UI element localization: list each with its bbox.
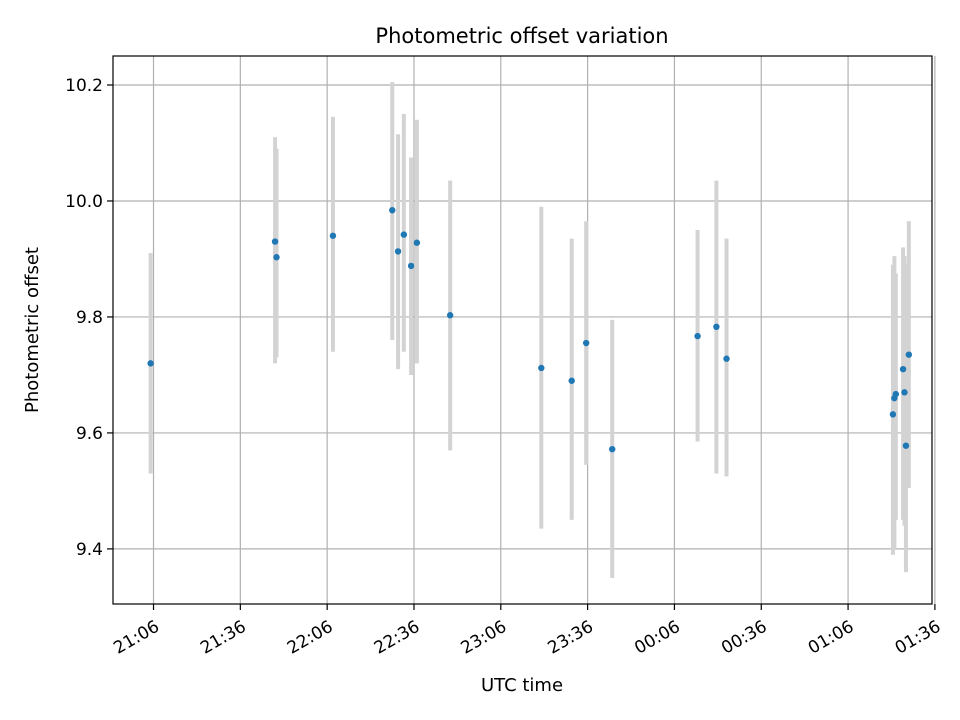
x-tick-label: 23:06	[458, 617, 510, 659]
data-point	[568, 377, 575, 384]
y-tick-label: 9.8	[76, 308, 103, 328]
data-point	[394, 248, 402, 255]
x-tick-label: 00:36	[718, 617, 770, 659]
chart-title: Photometric offset variation	[375, 24, 668, 48]
data-point	[902, 442, 910, 449]
data-point	[905, 351, 913, 358]
x-tick-label: 22:36	[371, 617, 423, 659]
data-point	[271, 238, 279, 245]
data-point	[413, 239, 421, 246]
data-point	[400, 231, 408, 238]
data-point	[273, 254, 280, 261]
plot-frame	[112, 55, 933, 605]
data-point	[446, 312, 454, 319]
x-tick-label: 00:06	[631, 617, 683, 659]
x-tick-label: 01:36	[892, 617, 944, 659]
y-axis-label: Photometric offset	[22, 247, 43, 413]
x-tick-label: 21:36	[197, 617, 249, 659]
data-point	[329, 232, 337, 239]
data-point	[899, 365, 907, 373]
data-point	[901, 389, 908, 396]
data-point	[609, 445, 616, 453]
data-point	[892, 390, 900, 398]
x-axis-ticks: 21:06 21:36 22:06 22:36 23:06 23:36 00:06 00:36…	[110, 604, 944, 659]
data-points	[147, 207, 913, 453]
data-point	[889, 411, 897, 418]
data-point	[538, 364, 545, 372]
data-point	[389, 207, 396, 214]
x-tick-label: 22:06	[284, 617, 336, 659]
data-point	[694, 332, 701, 340]
y-tick-label: 10.0	[65, 192, 103, 212]
y-tick-label: 10.2	[65, 76, 103, 96]
y-tick-label: 9.4	[76, 540, 103, 560]
x-tick-label: 21:06	[110, 617, 162, 659]
error-bars	[148, 82, 911, 578]
data-point	[407, 262, 415, 270]
x-axis-label: UTC time	[481, 675, 563, 696]
data-point	[713, 323, 720, 331]
y-axis-ticks: 9.4 9.6 9.8 10.0 10.2	[65, 76, 113, 560]
data-point	[723, 355, 730, 362]
x-tick-label: 23:36	[544, 617, 596, 659]
data-point	[582, 339, 590, 347]
grid	[113, 56, 936, 604]
data-point	[147, 360, 154, 367]
y-tick-label: 9.6	[76, 424, 103, 444]
x-tick-label: 01:06	[805, 617, 857, 659]
